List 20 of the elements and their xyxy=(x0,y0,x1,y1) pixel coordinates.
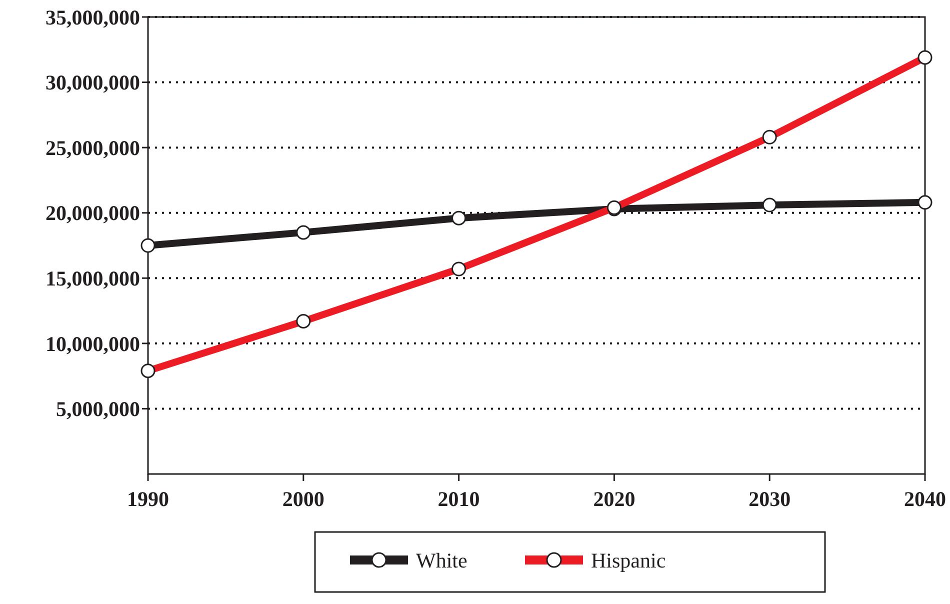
point xyxy=(140,238,156,253)
y-tick-label: 10,000,000 xyxy=(46,332,140,356)
y-tick-label: 20,000,000 xyxy=(46,201,140,226)
x-tick-label: 1990 xyxy=(127,487,169,511)
y-tick-label: 30,000,000 xyxy=(46,70,140,95)
x-tick-label: 2000 xyxy=(282,487,324,511)
point xyxy=(452,210,466,226)
legend-label: White xyxy=(416,548,468,572)
x-tick-label: 2020 xyxy=(593,487,636,511)
point xyxy=(296,225,311,240)
x-tick-label: 2040 xyxy=(904,487,946,511)
y-tick-label: 35,000,000 xyxy=(46,5,140,30)
x-tick-label: 2010 xyxy=(438,487,480,511)
legend-label: Hispanic xyxy=(591,548,666,572)
y-tick-label: 25,000,000 xyxy=(46,136,140,160)
y-tick-label: 5,000,000 xyxy=(56,397,140,422)
point xyxy=(918,195,932,210)
point xyxy=(762,198,777,212)
y-tick-label: 15,000,000 xyxy=(46,266,140,290)
x-tick-label: 2030 xyxy=(748,487,791,511)
